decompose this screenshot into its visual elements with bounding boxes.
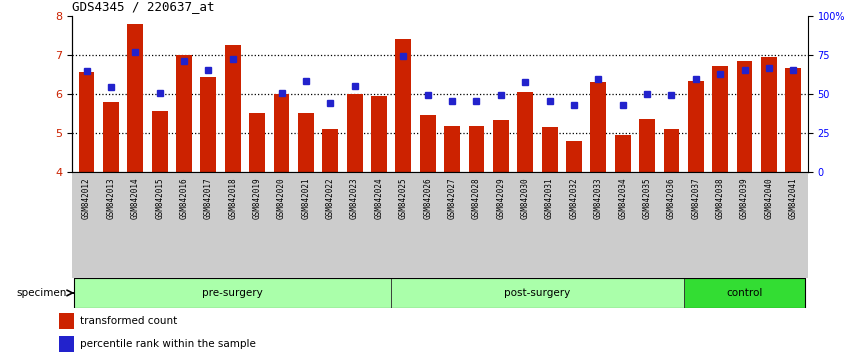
Text: GSM842012: GSM842012	[82, 177, 91, 219]
Bar	[785, 68, 801, 172]
Text: GSM842036: GSM842036	[667, 177, 676, 219]
Text: GSM842035: GSM842035	[643, 177, 651, 219]
Text: GSM842038: GSM842038	[716, 177, 725, 219]
Text: GSM842024: GSM842024	[375, 177, 383, 219]
Text: GSM842013: GSM842013	[107, 177, 115, 219]
Bar	[176, 55, 192, 172]
Text: GSM842021: GSM842021	[301, 177, 310, 219]
Bar	[128, 24, 143, 172]
Text: GSM842030: GSM842030	[521, 177, 530, 219]
Bar	[517, 92, 533, 172]
Bar	[298, 113, 314, 172]
Text: GSM842016: GSM842016	[179, 177, 189, 219]
Text: post-surgery: post-surgery	[504, 288, 570, 298]
Text: specimen: specimen	[17, 288, 67, 298]
Text: GSM842034: GSM842034	[618, 177, 627, 219]
Bar	[737, 61, 752, 172]
Text: GSM842037: GSM842037	[691, 177, 700, 219]
Bar	[59, 336, 74, 352]
Text: GSM842025: GSM842025	[398, 177, 408, 219]
Bar	[493, 120, 508, 172]
Bar	[225, 45, 240, 172]
Text: GDS4345 / 220637_at: GDS4345 / 220637_at	[72, 0, 214, 13]
Bar	[663, 129, 679, 172]
Bar	[201, 77, 217, 172]
Text: GSM842022: GSM842022	[326, 177, 335, 219]
Text: GSM842041: GSM842041	[788, 177, 798, 219]
Bar	[151, 111, 168, 172]
Bar	[444, 126, 460, 172]
Text: GSM842019: GSM842019	[253, 177, 261, 219]
Bar	[684, 278, 805, 308]
Text: GSM842032: GSM842032	[569, 177, 579, 219]
Bar	[347, 94, 363, 172]
Text: GSM842027: GSM842027	[448, 177, 457, 219]
Bar	[391, 278, 684, 308]
Text: transformed count: transformed count	[80, 316, 178, 326]
Text: GSM842039: GSM842039	[740, 177, 749, 219]
Bar	[395, 39, 411, 172]
Text: control: control	[727, 288, 763, 298]
Bar	[640, 119, 655, 172]
Bar	[420, 115, 436, 172]
Text: percentile rank within the sample: percentile rank within the sample	[80, 339, 256, 349]
Bar	[712, 66, 728, 172]
Text: GSM842017: GSM842017	[204, 177, 213, 219]
Text: GSM842031: GSM842031	[545, 177, 554, 219]
Bar	[59, 313, 74, 329]
Text: GSM842040: GSM842040	[765, 177, 773, 219]
Bar	[566, 141, 582, 172]
Text: GSM842023: GSM842023	[350, 177, 359, 219]
Bar	[103, 102, 118, 172]
Text: GSM842029: GSM842029	[497, 177, 505, 219]
Bar	[273, 94, 289, 172]
Bar	[615, 136, 630, 172]
Text: GSM842026: GSM842026	[423, 177, 432, 219]
Bar	[74, 278, 391, 308]
Bar	[469, 126, 485, 172]
Text: GSM842020: GSM842020	[277, 177, 286, 219]
Text: GSM842015: GSM842015	[155, 177, 164, 219]
Text: GSM842014: GSM842014	[131, 177, 140, 219]
Bar	[79, 72, 95, 172]
Bar	[591, 82, 607, 172]
Bar	[541, 127, 558, 172]
Text: GSM842018: GSM842018	[228, 177, 237, 219]
Bar	[250, 113, 265, 172]
Bar	[322, 129, 338, 172]
Text: GSM842028: GSM842028	[472, 177, 481, 219]
Text: pre-surgery: pre-surgery	[202, 288, 263, 298]
Bar	[688, 81, 704, 172]
Bar	[371, 96, 387, 172]
Text: GSM842033: GSM842033	[594, 177, 603, 219]
Bar	[761, 57, 777, 172]
